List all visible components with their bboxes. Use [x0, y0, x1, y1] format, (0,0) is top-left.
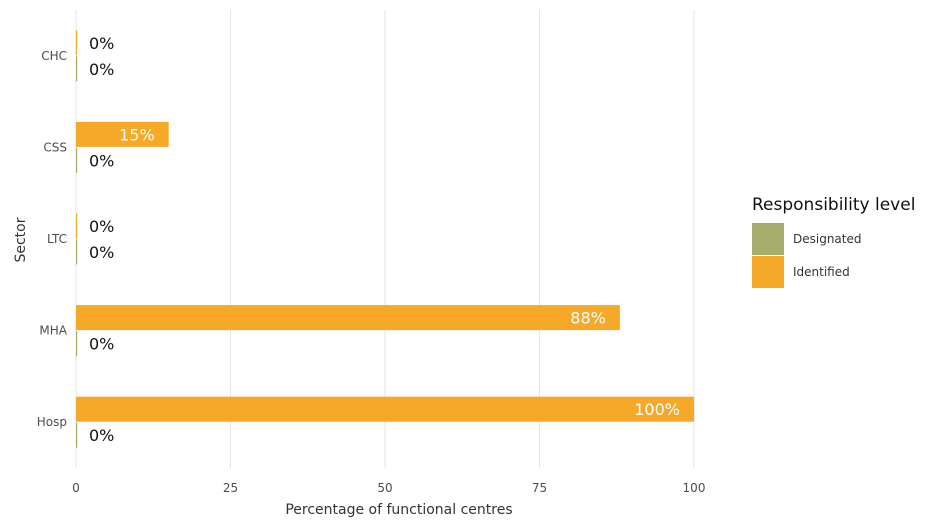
data-label-designated-chc: 0% — [89, 60, 114, 79]
x-axis-ticks: 0 25 50 75 100 — [72, 481, 705, 495]
x-tick-label-75: 75 — [532, 481, 547, 495]
data-label-designated-css: 0% — [89, 151, 114, 170]
legend-swatch-identified — [752, 256, 784, 288]
y-tick-label-css: CSS — [43, 140, 67, 154]
bar-identified-hosp — [76, 397, 694, 422]
data-label-identified-css: 15% — [119, 125, 155, 144]
legend: Responsibility level Designated Identifie… — [752, 195, 915, 288]
x-tick-label-100: 100 — [683, 481, 706, 495]
legend-swatch-designated — [752, 223, 784, 255]
y-tick-label-chc: CHC — [41, 49, 67, 63]
legend-label-designated: Designated — [793, 232, 862, 246]
y-tick-label-mha: MHA — [39, 324, 67, 338]
legend-title: Responsibility level — [752, 195, 915, 215]
bar-designated-hosp — [76, 423, 77, 448]
data-label-designated-ltc: 0% — [89, 243, 114, 262]
x-axis-title: Percentage of functional centres — [285, 502, 512, 518]
y-tick-label-hosp: Hosp — [37, 415, 67, 429]
bar-designated-mha — [76, 331, 77, 356]
legend-label-identified: Identified — [793, 265, 850, 279]
legend-items: Designated Identified — [752, 223, 862, 288]
data-label-identified-chc: 0% — [89, 34, 114, 53]
y-axis-title: Sector — [13, 217, 29, 262]
data-label-identified-ltc: 0% — [89, 217, 114, 236]
bar-identified-chc — [76, 30, 77, 55]
y-axis-ticks: CHC CSS LTC MHA Hosp — [37, 49, 68, 429]
y-tick-label-ltc: LTC — [47, 232, 67, 246]
data-label-designated-hosp: 0% — [89, 426, 114, 445]
data-label-identified-mha: 88% — [570, 309, 606, 328]
x-tick-label-25: 25 — [223, 481, 238, 495]
bar-designated-css — [76, 148, 77, 173]
x-tick-label-0: 0 — [72, 481, 80, 495]
data-label-designated-mha: 0% — [89, 335, 114, 354]
bar-identified-ltc — [76, 214, 77, 239]
x-tick-label-50: 50 — [377, 481, 392, 495]
data-label-identified-hosp: 100% — [634, 400, 680, 419]
bar-designated-chc — [76, 56, 77, 81]
bar-designated-ltc — [76, 240, 77, 265]
bar-identified-mha — [76, 305, 620, 330]
